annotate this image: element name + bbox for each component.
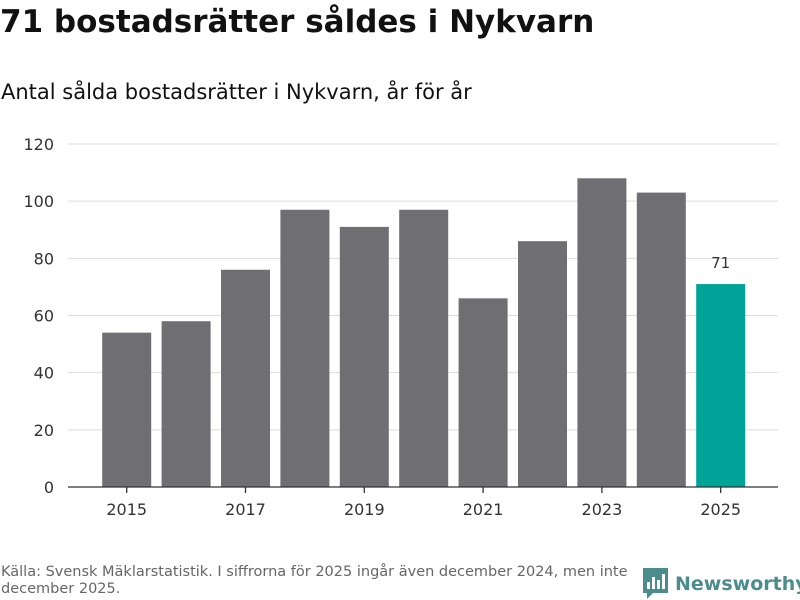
y-tick-label-0: 0 [44,478,54,497]
x-tick-label-2025: 2025 [700,500,741,519]
y-tick-label-80: 80 [34,249,54,268]
bar-2017 [221,269,270,487]
bar-2020 [399,209,449,487]
x-tick-label-2017: 2017 [225,500,266,519]
y-tick-label-100: 100 [23,192,54,211]
x-tick-label-2015: 2015 [106,500,147,519]
y-tick-label-120: 120 [23,135,54,154]
chart-title: 71 bostadsrätter såldes i Nykvarn [0,4,595,40]
bar-2016 [161,321,211,487]
data-labels: 71 [711,254,730,272]
x-tick-label-2019: 2019 [344,500,385,519]
bar-2025 [696,284,746,487]
y-tick-label-40: 40 [34,364,54,383]
y-axis-ticks: 0 20 40 60 80 100 120 [23,135,54,497]
brand-name: Newsworthy [675,573,800,595]
data-label-2025: 71 [711,254,730,272]
bar-2021 [458,298,508,487]
newsworthy-logo-icon [643,568,668,599]
bar-2018 [280,209,330,487]
y-tick-label-60: 60 [34,307,54,326]
x-axis-ticks: 2015 2017 2019 2021 2023 2025 [106,487,741,519]
source-note: Källa: Svensk Mäklarstatistik. I siffror… [1,564,628,597]
brand-logo-block[interactable]: Newsworthy [643,568,800,600]
bar-2022 [518,241,567,487]
bar-2024 [636,192,686,487]
bar-2023 [577,178,627,488]
bars [102,178,746,488]
chart-subtitle: Antal sålda bostadsrätter i Nykvarn, år … [1,80,472,104]
x-tick-label-2023: 2023 [582,500,623,519]
y-tick-label-20: 20 [34,421,54,440]
bar-2019 [339,226,389,487]
bar-2015 [102,332,152,487]
x-tick-label-2021: 2021 [463,500,504,519]
